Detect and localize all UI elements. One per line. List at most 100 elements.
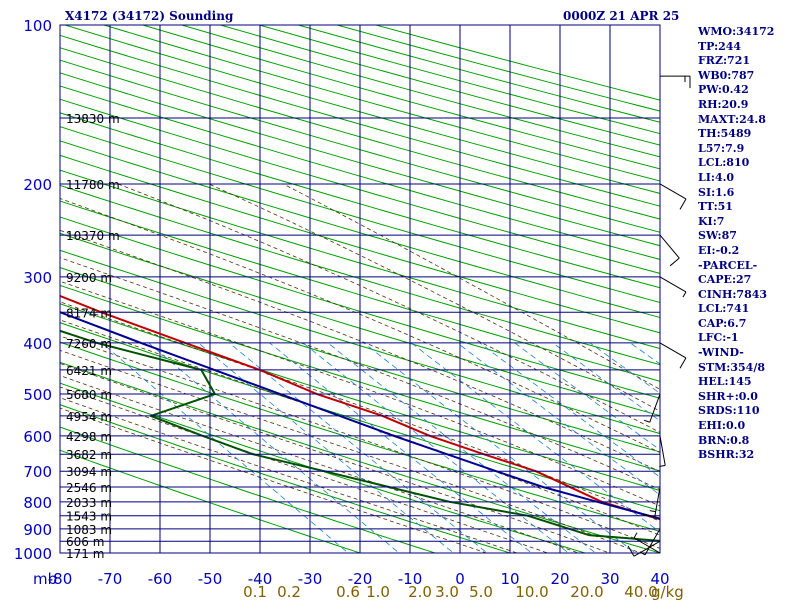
height-label: 11780 m bbox=[66, 178, 120, 192]
temperature-tick-label: -40 bbox=[248, 570, 273, 588]
dry-adiabat-line bbox=[60, 426, 437, 553]
mixing-ratio-unit-label: g/kg bbox=[651, 583, 684, 600]
index-item: PW:0.42 bbox=[698, 83, 749, 97]
dry-adiabat-line bbox=[60, 322, 660, 512]
wind-barb-half-flag bbox=[682, 291, 687, 298]
mixing-ratio-label: 20.0 bbox=[570, 583, 603, 600]
dry-adiabat-line bbox=[60, 341, 660, 533]
index-item: L57:7.9 bbox=[698, 141, 745, 155]
wind-barb-half-flag bbox=[643, 419, 650, 423]
temperature-tick-label: 20 bbox=[550, 570, 569, 588]
station-title: X4172 (34172) Sounding bbox=[65, 9, 234, 23]
height-label: 3682 m bbox=[66, 448, 112, 462]
height-label: 13830 m bbox=[66, 112, 120, 126]
pressure-tick-label: 500 bbox=[23, 386, 52, 404]
dry-adiabat-line bbox=[179, 25, 660, 158]
dry-adiabat-line bbox=[60, 267, 660, 453]
wind-barb bbox=[633, 532, 661, 554]
temperature-profile-line bbox=[60, 294, 660, 521]
pressure-tick-label: 100 bbox=[23, 17, 52, 35]
height-label: 2033 m bbox=[66, 496, 112, 510]
pressure-tick-label: 900 bbox=[23, 521, 52, 539]
wind-barb-staff bbox=[649, 393, 661, 423]
pressure-tick-label: 600 bbox=[23, 428, 52, 446]
mixing-ratio-line bbox=[514, 342, 660, 451]
mixing-ratio-line bbox=[327, 342, 597, 553]
moist-adiabat-line bbox=[60, 301, 660, 522]
wind-barb-flag bbox=[627, 545, 635, 557]
wind-barb-staff bbox=[644, 528, 661, 556]
wind-barb-staff bbox=[659, 276, 687, 293]
index-item: LCL:741 bbox=[698, 302, 750, 316]
pressure-tick-label: 200 bbox=[23, 176, 52, 194]
wind-barb bbox=[627, 540, 661, 557]
moist-adiabat-line bbox=[208, 183, 660, 412]
mixing-ratio-line bbox=[302, 342, 570, 553]
height-label: 3094 m bbox=[66, 465, 112, 479]
wind-barb bbox=[643, 393, 661, 423]
moist-adiabat-line bbox=[60, 349, 642, 553]
index-item: SHR+:0.0 bbox=[698, 389, 758, 403]
index-item: LFC:-1 bbox=[698, 331, 739, 345]
wind-barb-staff bbox=[633, 537, 661, 554]
dry-adiabat-line bbox=[141, 25, 660, 170]
index-item: -WIND- bbox=[698, 346, 744, 360]
index-item: CAP:6.7 bbox=[698, 316, 747, 330]
mixing-ratio-line bbox=[269, 342, 533, 553]
mixing-ratio-line bbox=[363, 342, 637, 553]
height-label: 1083 m bbox=[66, 523, 112, 537]
index-item: TP:244 bbox=[698, 39, 742, 53]
moist-adiabat-line bbox=[60, 229, 660, 473]
index-item: FRZ:721 bbox=[698, 54, 751, 68]
moist-adiabat-line bbox=[60, 375, 580, 553]
index-item: BRN:0.8 bbox=[698, 433, 750, 447]
temperature-tick-label: -50 bbox=[198, 570, 223, 588]
height-label: 606 m bbox=[66, 535, 104, 549]
wind-barb-staff bbox=[659, 183, 687, 200]
index-item: LI:4.0 bbox=[698, 170, 735, 184]
mixing-ratio-line bbox=[101, 342, 349, 553]
height-label: 6421 m bbox=[66, 364, 112, 378]
index-item: CAPE:27 bbox=[698, 273, 752, 287]
index-item: WMO:34172 bbox=[698, 25, 775, 38]
moist-adiabat-line bbox=[60, 407, 488, 553]
wind-barb bbox=[659, 183, 687, 210]
index-item: CINH:7843 bbox=[698, 287, 768, 301]
mixing-ratio-label: 3.0 bbox=[435, 583, 459, 600]
wind-barb-half-flag bbox=[659, 464, 666, 467]
index-item: BSHR:32 bbox=[698, 448, 755, 462]
index-item: EI:-0.2 bbox=[698, 243, 740, 257]
dry-adiabat-line bbox=[60, 382, 587, 553]
moist-adiabat-line bbox=[60, 397, 519, 553]
wind-barb-staff bbox=[659, 234, 680, 259]
pressure-tick-label: 300 bbox=[23, 269, 52, 287]
height-label: 171 m bbox=[66, 547, 104, 561]
temperature-tick-label: 30 bbox=[600, 570, 619, 588]
dewpoint-profile-line bbox=[60, 329, 660, 542]
temperature-tick-label: 10 bbox=[500, 570, 519, 588]
index-item: SI:1.6 bbox=[698, 185, 735, 199]
pressure-tick-label: 1000 bbox=[14, 545, 52, 563]
temperature-tick-label: -70 bbox=[98, 570, 123, 588]
temperature-tick-label: -20 bbox=[348, 570, 373, 588]
plot-area bbox=[60, 25, 660, 553]
temperature-tick-label: -30 bbox=[298, 570, 323, 588]
wind-barb bbox=[659, 276, 687, 298]
height-label: 5680 m bbox=[66, 388, 112, 402]
height-label: 1543 m bbox=[66, 510, 112, 524]
pressure-tick-label: 800 bbox=[23, 494, 52, 512]
mixing-ratio-line bbox=[479, 342, 660, 478]
dry-adiabat-line bbox=[60, 249, 660, 435]
mixing-ratio-label: 0.2 bbox=[277, 583, 301, 600]
wind-barb bbox=[642, 486, 661, 518]
pressure-tick-label: 700 bbox=[23, 463, 52, 481]
mixing-ratio-label: 2.0 bbox=[408, 583, 432, 600]
height-label: 4298 m bbox=[66, 430, 112, 444]
wind-barb-half-flag bbox=[649, 510, 656, 513]
wind-barb bbox=[659, 342, 687, 369]
height-label: 2546 m bbox=[66, 481, 112, 495]
mixing-ratio-label: 5.0 bbox=[469, 583, 493, 600]
index-item: WB0:787 bbox=[698, 68, 755, 82]
index-item: TH:5489 bbox=[698, 127, 752, 141]
